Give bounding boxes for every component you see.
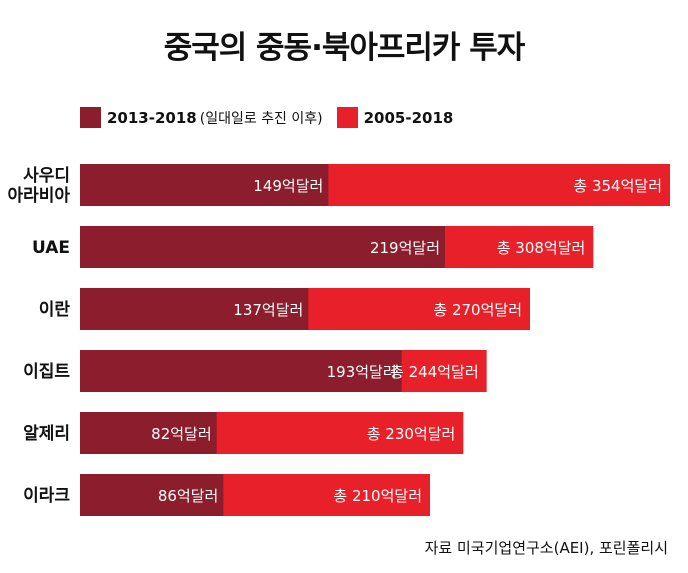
bar-2013-2018-5 (80, 474, 224, 516)
data-label-2013-2018-1: 219억달러 (370, 239, 440, 257)
legend-label-2013-2018: 2013-2018 (107, 108, 197, 127)
category-label-5: 이라크 (23, 486, 70, 506)
data-label-2013-2018-4: 82억달러 (151, 425, 212, 443)
data-label-total-4: 총 230억달러 (367, 425, 456, 443)
bar-2013-2018-1 (80, 226, 445, 268)
legend-label-2005-2018: 2005-2018 (363, 108, 454, 127)
source-note: 자료 미국기업연구소(AEI), 포린폴리시 (424, 539, 668, 557)
category-label-2: 이란 (39, 300, 71, 320)
data-label-total-3: 총 244억달러 (390, 363, 479, 381)
bar-2013-2018-3 (80, 350, 402, 392)
category-label-0: 사우디 아라비아 (7, 166, 70, 206)
data-label-2013-2018-5: 86억달러 (158, 487, 219, 505)
bar-2013-2018-2 (80, 288, 309, 330)
legend-swatch-2013-2018 (80, 107, 101, 128)
category-label-1: UAE (32, 238, 70, 258)
data-label-total-5: 총 210억달러 (333, 487, 422, 505)
data-label-total-2: 총 270억달러 (433, 301, 522, 319)
legend: 2013-2018 (일대일로 추진 이후) 2005-2018 (80, 107, 453, 128)
data-label-total-1: 총 308억달러 (497, 239, 586, 257)
legend-swatch-2005-2018 (336, 107, 358, 128)
category-label-3: 이집트 (23, 362, 70, 382)
data-label-total-0: 총 354억달러 (573, 177, 662, 195)
bar-2013-2018-0 (80, 164, 329, 206)
chart-title: 중국의 중동·북아프리카 투자 (163, 30, 526, 66)
data-label-2013-2018-3: 193억달러 (327, 363, 397, 381)
legend-note-2013-2018: (일대일로 추진 이후) (199, 110, 323, 127)
bar-2013-2018-4 (80, 412, 217, 454)
category-label-4: 알제리 (23, 424, 70, 444)
data-label-2013-2018-2: 137억달러 (233, 301, 303, 319)
data-label-2013-2018-0: 149억달러 (253, 177, 323, 195)
